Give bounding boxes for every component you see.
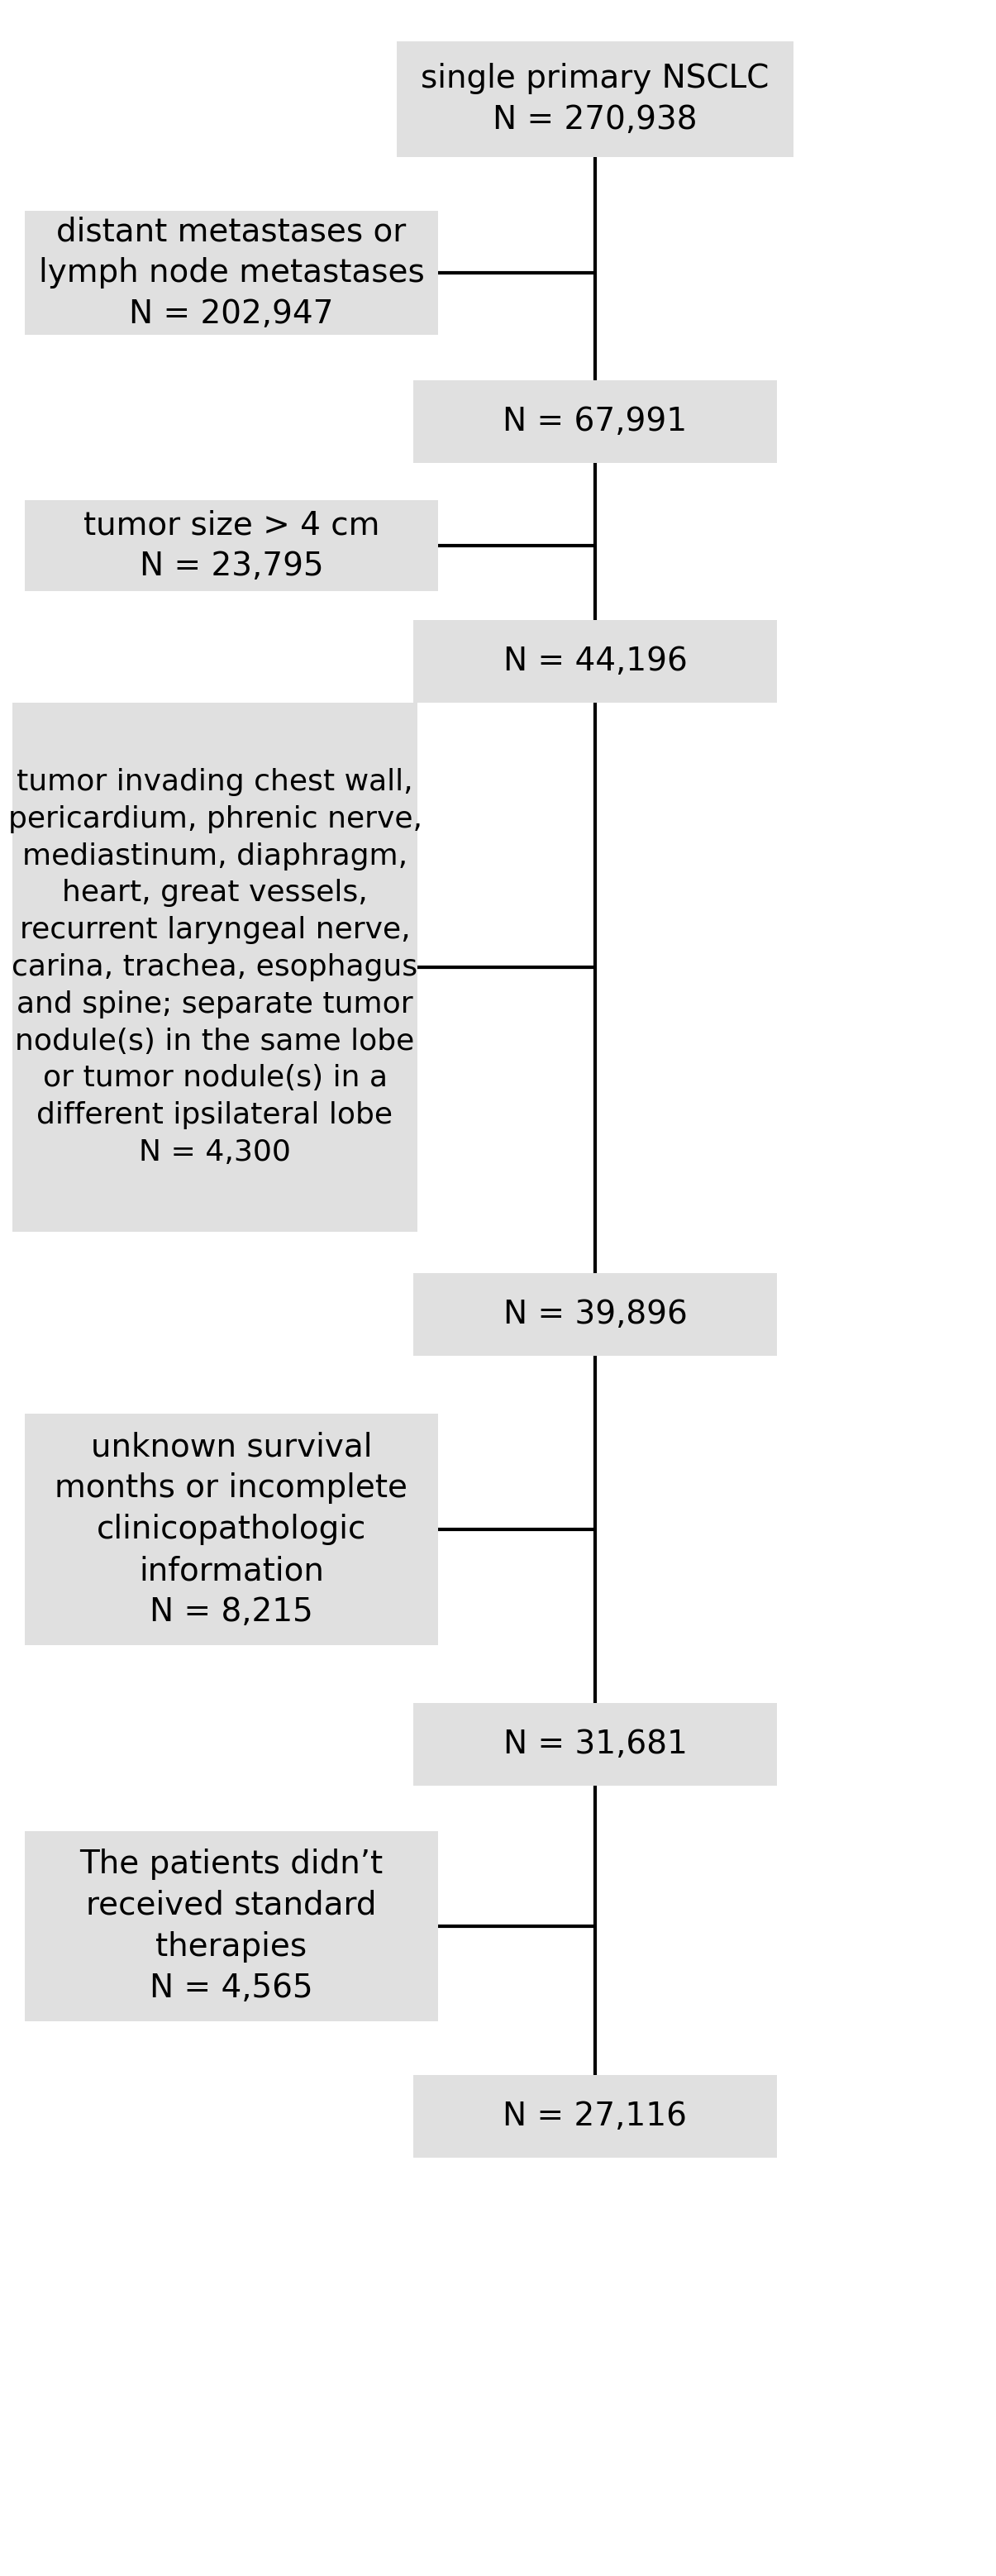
Bar	[413, 2076, 777, 2159]
Bar	[413, 381, 777, 464]
Text: N = 27,116: N = 27,116	[503, 2099, 687, 2133]
Bar	[25, 1414, 438, 1646]
Bar	[413, 1273, 777, 1355]
Text: N = 67,991: N = 67,991	[503, 407, 687, 438]
Bar	[396, 41, 794, 157]
Bar	[413, 621, 777, 703]
Bar	[25, 211, 438, 335]
Text: unknown survival
months or incomplete
clinicopathologic
information
N = 8,215: unknown survival months or incomplete cl…	[55, 1432, 408, 1628]
Text: single primary NSCLC
N = 270,938: single primary NSCLC N = 270,938	[421, 62, 769, 137]
Text: tumor size > 4 cm
N = 23,795: tumor size > 4 cm N = 23,795	[84, 510, 379, 582]
Text: N = 39,896: N = 39,896	[503, 1298, 687, 1329]
Text: tumor invading chest wall,
pericardium, phrenic nerve,
mediastinum, diaphragm,
h: tumor invading chest wall, pericardium, …	[8, 768, 422, 1167]
Text: N = 44,196: N = 44,196	[503, 647, 687, 677]
Bar	[413, 1703, 777, 1785]
Text: distant metastases or
lymph node metastases
N = 202,947: distant metastases or lymph node metasta…	[39, 216, 424, 330]
Bar	[25, 1832, 438, 2022]
Bar	[12, 703, 417, 1231]
Text: The patients didn’t
received standard
therapies
N = 4,565: The patients didn’t received standard th…	[80, 1850, 383, 2004]
Text: N = 31,681: N = 31,681	[503, 1728, 687, 1759]
Bar	[25, 500, 438, 590]
